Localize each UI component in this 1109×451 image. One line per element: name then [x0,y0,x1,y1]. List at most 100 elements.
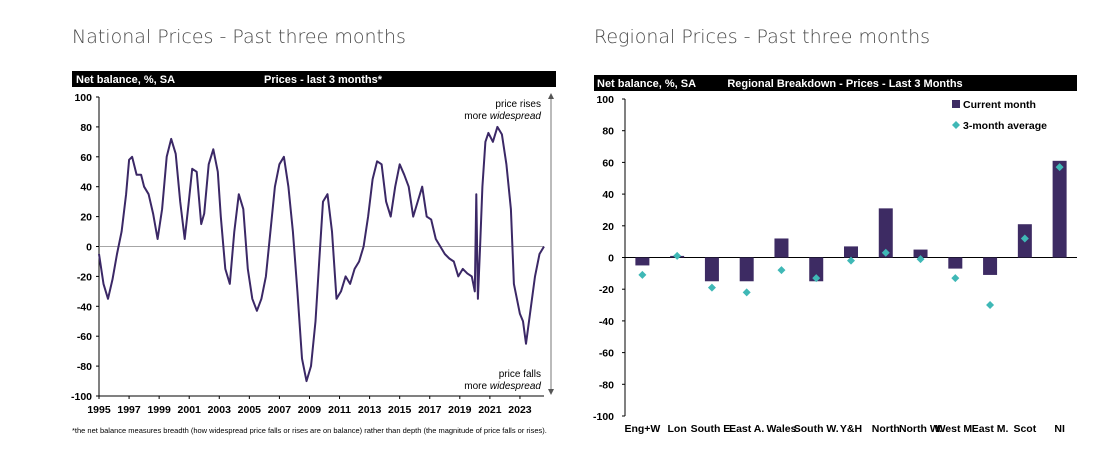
legend: Current month 3-month average [952,99,1047,132]
bar-current-month [1052,160,1067,258]
x-tick-label: East M. [972,423,1009,435]
y-tick-label: 100 [596,94,614,106]
annotation-falls-line2: more widespread [464,381,541,392]
y-tick-label: -80 [599,379,614,391]
y-tick-label: -20 [77,271,92,283]
x-tick-label: Wales [766,423,796,435]
x-tick-label: Eng+W [624,423,660,435]
x-tick-label: Y&H [840,423,862,435]
annotation-arrow-down [548,389,554,395]
bar-current-month [948,257,963,269]
point-3-month-average [707,283,716,292]
point-3-month-average [673,251,682,260]
x-tick-label: 2009 [298,404,322,416]
y-tick-label: 20 [602,221,614,233]
point-3-month-average [742,288,751,297]
bar-current-month [878,208,893,258]
y-axis-label: Net balance, %, SA [76,74,175,86]
y-tick-label: -100 [593,411,614,423]
y-tick-label: 80 [602,126,614,138]
series-line [98,125,545,383]
x-tick-label: 2023 [508,404,532,416]
legend-current-month: Current month [963,99,1036,111]
annotation-falls-line1: price falls [499,369,541,380]
point-3-month-average [847,256,855,265]
legend-3-month-average: 3-month average [963,120,1047,132]
x-tick-label: 2001 [178,404,202,416]
bar-current-month [774,238,789,258]
national-prices-heading: National Prices - Past three months [72,26,406,48]
y-tick-label: -60 [599,348,614,360]
y-tick-label: 0 [608,253,614,265]
x-tick-label: 2013 [358,404,382,416]
x-tick-label: 2003 [208,404,232,416]
chart-title: Prices - last 3 months* [264,74,383,86]
chart-header-bar [594,75,1077,91]
bar-current-month [983,257,998,275]
x-tick-label: North [872,423,900,435]
point-3-month-average [951,274,960,283]
legend-bar-swatch [952,100,960,108]
regional-prices-heading: Regional Prices - Past three months [594,26,931,48]
chart-title: Regional Breakdown - Prices - Last 3 Mon… [727,78,962,90]
y-tick-label: -80 [77,361,92,373]
annotation-rises-prefix: more [464,111,490,122]
point-3-month-average [1020,234,1029,243]
y-tick-label: -40 [599,316,614,328]
x-tick-label: Lon [668,423,687,435]
x-tick-label: 2015 [388,404,412,416]
y-tick-label: 100 [74,92,92,104]
bar-current-month [913,249,928,258]
point-3-month-average [986,301,995,310]
regional-prices-chart: Net balance, %, SA Regional Breakdown - … [593,75,1077,435]
x-tick-label: South E. [691,423,734,435]
x-tick-label: 2007 [268,404,292,416]
point-3-month-average [1055,163,1064,172]
y-tick-label: 0 [86,242,92,254]
x-tick-label: Scot [1013,423,1036,435]
y-tick-label: 40 [602,189,614,201]
bar-current-month [844,246,858,258]
annotation-falls-emph: widespread [490,381,542,392]
point-3-month-average [881,248,890,257]
annotation-rises-emph: widespread [490,111,542,122]
bar-current-month [635,257,650,266]
x-tick-label: 1999 [147,404,171,416]
y-tick-label: 20 [80,212,92,224]
legend-diamond-swatch [952,121,960,129]
bar-current-month [704,257,719,282]
x-tick-label: NI [1054,423,1065,435]
y-tick-label: 60 [80,152,92,164]
x-tick-label: East A. [729,423,764,435]
x-tick-label: 2011 [328,404,351,416]
x-tick-label: 1995 [87,404,111,416]
y-tick-label: -100 [71,391,92,403]
y-axis-label: Net balance, %, SA [597,78,696,90]
annotation-arrow-up [548,93,554,99]
point-3-month-average [812,274,821,283]
y-tick-label: -40 [77,301,92,313]
x-tick-label: 2019 [448,404,472,416]
annotation-falls-prefix: more [464,381,490,392]
x-tick-label: 1997 [117,404,141,416]
x-tick-label: 2005 [238,404,262,416]
y-tick-label: -60 [77,331,92,343]
y-tick-label: 60 [602,157,614,169]
y-tick-label: 40 [80,182,92,194]
x-tick-label: 2021 [478,404,502,416]
point-3-month-average [777,266,786,275]
x-tick-label: North W. [899,423,942,435]
chart-footnote: *the net balance measures breadth (how w… [72,426,547,435]
annotation-rises-line2: more widespread [464,111,541,122]
national-prices-chart: Net balance, %, SA Prices - last 3 month… [71,71,556,435]
chart-header-bar [72,71,556,87]
annotation-rises-line1: price rises [495,99,541,110]
x-tick-label: 2017 [418,404,442,416]
bar-current-month [809,257,824,282]
point-3-month-average [916,255,925,264]
x-tick-label: South W. [794,423,839,435]
point-3-month-average [638,270,647,279]
bar-current-month [739,257,754,282]
y-tick-label: -20 [599,284,614,296]
